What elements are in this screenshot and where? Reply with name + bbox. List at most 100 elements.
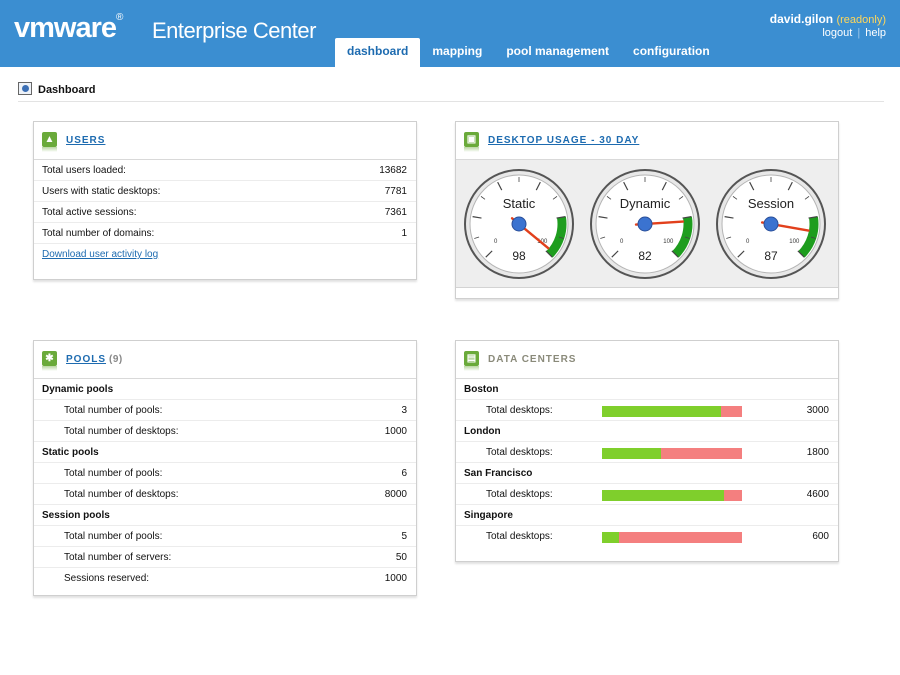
gauge-tick	[598, 216, 608, 219]
gauge-tick	[749, 181, 755, 191]
tab-mapping[interactable]: mapping	[432, 44, 483, 58]
gauge-label: Dynamic	[620, 196, 671, 211]
pool-group-dynamic: Dynamic pools	[34, 379, 416, 400]
logout-link[interactable]: logout	[822, 27, 853, 39]
gauge-tick	[684, 236, 690, 239]
gauge-tick	[810, 236, 816, 239]
pool-row: Total number of pools: 6	[34, 463, 416, 484]
gauge-tick	[552, 196, 558, 200]
pools-icon: ✱	[42, 351, 57, 366]
users-row: Total active sessions: 7361	[34, 202, 416, 223]
gauge-tick	[558, 236, 564, 239]
total-desktops-value: 4600	[806, 489, 829, 500]
data-centers-panel-header: ▤ DATA CENTERS	[456, 341, 838, 379]
users-panel-header: ▲ USERS	[34, 122, 416, 160]
capacity-bar-fill	[602, 532, 619, 543]
user-info: david.gilon (readonly)	[770, 12, 886, 26]
pools-panel-header: ✱ POOLS (9)	[34, 341, 416, 379]
pools-panel: ✱ POOLS (9) Dynamic pools Total number o…	[33, 340, 417, 596]
page-header: Dashboard	[18, 82, 884, 102]
tab-pool-management[interactable]: pool management	[506, 44, 610, 58]
gauge-tick	[804, 196, 810, 200]
gauge-tick	[611, 250, 619, 258]
data-center-desktops-row: Total desktops: 4600	[456, 484, 838, 505]
data-center-list: Boston Total desktops: 3000 London Total des…	[456, 379, 838, 547]
pools-count: (9)	[109, 354, 123, 365]
app-title: Enterprise Center	[152, 18, 316, 43]
gauge-tick	[737, 250, 745, 258]
pool-group-session: Session pools	[34, 505, 416, 526]
help-link[interactable]: help	[865, 27, 886, 39]
gauge-tick	[808, 216, 818, 219]
gauge-tick	[661, 181, 667, 191]
gauge-tick	[485, 250, 493, 258]
total-desktops-label: Total desktops:	[486, 489, 553, 500]
gauge-tick	[623, 181, 629, 191]
gauge-label: Static	[503, 196, 536, 211]
gauge-max-label: 100	[663, 239, 674, 245]
total-desktops-value: 3000	[806, 405, 829, 416]
info-icon	[18, 82, 32, 95]
tab-configuration[interactable]: configuration	[633, 44, 710, 58]
data-center-name: London	[464, 426, 501, 437]
gauge-tick	[606, 196, 612, 200]
capacity-bar	[602, 448, 742, 459]
total-desktops-value: 1800	[806, 447, 829, 458]
gauge-static: Static 0 100 98	[463, 168, 575, 280]
download-activity-log-link[interactable]: Download user activity log	[42, 249, 159, 260]
gauge-tick	[472, 216, 482, 219]
capacity-bar-fill	[602, 490, 724, 501]
users-row: Total number of domains: 1	[34, 223, 416, 244]
users-row: Total users loaded: 13682	[34, 160, 416, 181]
gauge-tick	[671, 250, 679, 258]
data-center-desktops-row: Total desktops: 3000	[456, 400, 838, 421]
total-desktops-label: Total desktops:	[486, 447, 553, 458]
capacity-bar-fill	[602, 448, 661, 459]
users-row: Users with static desktops: 7781	[34, 181, 416, 202]
gauge-tick	[724, 216, 734, 219]
datacenter-icon: ▤	[464, 351, 479, 366]
pool-row: Sessions reserved: 1000	[64, 573, 407, 584]
capacity-bar	[602, 490, 742, 501]
gauge-value: 82	[638, 249, 652, 263]
gauge-tick	[678, 196, 684, 200]
pools-title[interactable]: POOLS	[66, 354, 107, 365]
gauge-tick	[682, 216, 692, 219]
pool-row: Total number of pools: 5	[34, 526, 416, 547]
pool-row: Total number of pools: 3	[34, 400, 416, 421]
desktops-icon: ▣	[464, 132, 479, 147]
gauge-label: Session	[748, 196, 794, 211]
user-icon: ▲	[42, 132, 57, 147]
capacity-bar-fill	[602, 406, 721, 417]
desktop-usage-title[interactable]: DESKTOP USAGE - 30 DAY	[488, 135, 640, 146]
gauge-tick	[545, 250, 553, 258]
gauge-tick	[474, 236, 480, 239]
gauge-tick	[497, 181, 503, 191]
tab-dashboard[interactable]: dashboard	[335, 38, 421, 67]
total-desktops-label: Total desktops:	[486, 405, 553, 416]
data-center-name: San Francisco	[464, 468, 533, 479]
gauge-hub	[637, 216, 653, 232]
gauge-tick	[480, 196, 486, 200]
gauge-min-label: 0	[494, 239, 498, 245]
gauge-session: Session 0 100 87	[715, 168, 827, 280]
data-center-desktops-row: Total desktops: 600	[456, 526, 838, 547]
user-mode: (readonly)	[836, 14, 886, 26]
total-desktops-value: 600	[812, 531, 829, 542]
gauge-max-label: 100	[789, 239, 800, 245]
main-nav: dashboard mapping pool management config…	[335, 38, 722, 67]
gauge-tick	[535, 181, 541, 191]
gauge-tick	[600, 236, 606, 239]
download-activity-log-row: Download user activity log	[34, 244, 416, 265]
capacity-bar	[602, 406, 742, 417]
vmware-logo: vmware®	[14, 12, 123, 44]
data-centers-panel: ▤ DATA CENTERS Boston Total desktops: 3000…	[455, 340, 839, 562]
data-center-name-row: Singapore	[456, 505, 838, 526]
data-center-name: Singapore	[464, 510, 513, 521]
app-header: vmware® Enterprise Center david.gilon (r…	[0, 0, 900, 67]
users-title[interactable]: USERS	[66, 135, 106, 146]
pool-group-static: Static pools	[34, 442, 416, 463]
gauge-tick	[797, 250, 805, 258]
desktop-usage-panel: ▣ DESKTOP USAGE - 30 DAY Static 0 100 98 Dyn…	[455, 121, 839, 299]
gauge-tick	[732, 196, 738, 200]
